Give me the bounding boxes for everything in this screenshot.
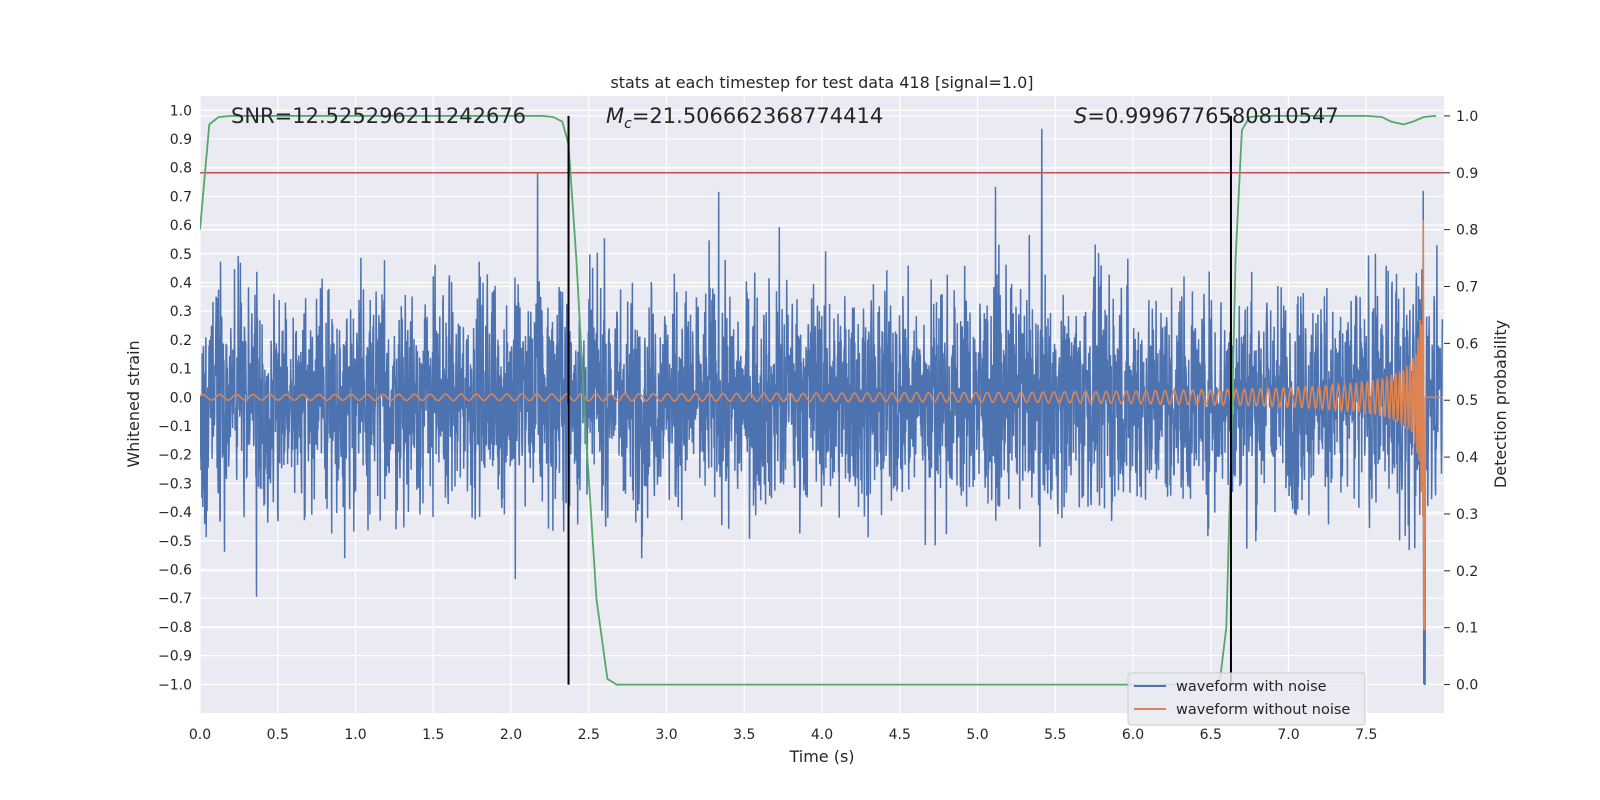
y-tick-label: −0.6 (158, 563, 192, 579)
y2-tick-label: 0.1 (1456, 621, 1478, 637)
snr-annotation: SNR=12.525296211242676 (231, 104, 526, 128)
x-tick-label: 2.5 (578, 727, 600, 743)
legend-box (1127, 672, 1366, 726)
y-tick-label: 1.0 (170, 103, 192, 119)
x-tick-label: 1.5 (422, 727, 444, 743)
detection-probability-line (200, 115, 1437, 686)
x-axis-label: Time (s) (788, 747, 854, 766)
y-tick-label: −0.9 (158, 649, 192, 665)
y-tick-label: 0.4 (170, 276, 192, 292)
x-tick-label: 0.0 (189, 727, 211, 743)
y-axis-label: Whitened strain (124, 340, 143, 467)
legend-label-noise: waveform with noise (1176, 679, 1327, 695)
y-tick-label: 0.1 (170, 362, 192, 378)
y-tick-label: −0.7 (158, 591, 192, 607)
y-tick-label: 0.2 (170, 333, 192, 349)
x-tick-label: 7.0 (1277, 727, 1299, 743)
x-tick-label: 7.5 (1355, 727, 1377, 743)
legend: waveform with noise waveform without noi… (1127, 672, 1366, 726)
x-tick-label: 3.5 (733, 727, 755, 743)
y2-tick-label: 0.6 (1456, 336, 1478, 352)
y-tick-label: 0.0 (170, 390, 192, 406)
x-tick-label: 6.0 (1122, 727, 1144, 743)
y-tick-label: −0.4 (158, 505, 192, 521)
x-tick-label: 0.5 (267, 727, 289, 743)
y2-axis-label: Detection probability (1491, 320, 1510, 488)
y-tick-label: 0.7 (170, 189, 192, 205)
x-tick-label: 4.5 (889, 727, 911, 743)
x-tick-label: 6.5 (1200, 727, 1222, 743)
y2-tick-label: 0.5 (1456, 393, 1478, 409)
score-annotation: S=0.9996776580810547 (1074, 104, 1339, 128)
y-tick-label: 0.5 (170, 247, 192, 263)
y2-tick-label: 0.9 (1456, 166, 1478, 182)
waveform-without-noise-line (200, 220, 1443, 631)
y2-tick-label: 0.3 (1456, 507, 1478, 523)
y-tick-label: 0.3 (170, 304, 192, 320)
y-tick-label: −0.5 (158, 534, 192, 550)
chirp-mass-annotation: Mc=21.506662368774414 (606, 104, 883, 132)
y-tick-label: −1.0 (158, 677, 192, 693)
y-axis-ticks: 1.0 0.9 0.8 0.7 0.6 0.5 0.4 0.3 0.2 0.1 0.0 −0.1 −0.… (158, 103, 192, 693)
x-tick-label: 3.0 (655, 727, 677, 743)
x-tick-label: 2.0 (500, 727, 522, 743)
y-tick-label: −0.1 (158, 419, 192, 435)
y-tick-label: −0.8 (158, 620, 192, 636)
x-tick-label: 1.0 (344, 727, 366, 743)
y-tick-label: 0.8 (170, 161, 192, 177)
x-tick-label: 4.0 (811, 727, 833, 743)
y-tick-label: −0.2 (158, 448, 192, 464)
waveform-with-noise-line (200, 128, 1444, 686)
x-tick-label: 5.5 (1044, 727, 1066, 743)
legend-label-clean: waveform without noise (1176, 702, 1350, 718)
y-tick-label: 0.6 (170, 218, 192, 234)
x-tick-label: 5.0 (966, 727, 988, 743)
y2-axis-ticks: 1.0 0.9 0.8 0.7 0.6 0.5 0.4 0.3 0.2 0.1 0.0 (1444, 109, 1478, 694)
y2-tick-label: 0.0 (1456, 678, 1478, 694)
y2-tick-label: 1.0 (1456, 109, 1478, 125)
y-tick-label: −0.3 (158, 476, 192, 492)
y2-tick-label: 0.4 (1456, 450, 1478, 466)
chart-title: stats at each timestep for test data 418… (610, 73, 1033, 92)
y2-tick-label: 0.7 (1456, 280, 1478, 296)
y2-tick-label: 0.2 (1456, 564, 1478, 580)
y2-tick-label: 0.8 (1456, 223, 1478, 239)
y-tick-label: 0.9 (170, 132, 192, 148)
x-axis-ticks: 0.0 0.5 1.0 1.5 2.0 2.5 3.0 3.5 4.0 4.5 5.0 5.5 6.0 6… (189, 727, 1378, 743)
